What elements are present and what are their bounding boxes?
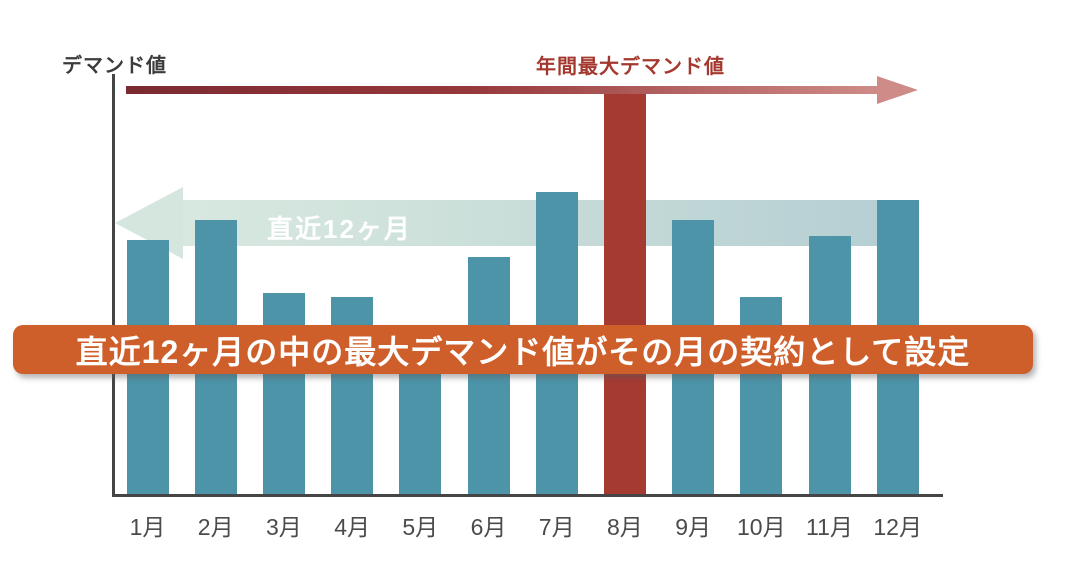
x-tick-label-8月: 8月 <box>606 514 643 540</box>
y-axis-line <box>112 74 115 497</box>
annual-max-label: 年間最大デマンド値 <box>536 56 725 78</box>
x-tick-label-12月: 12月 <box>873 514 922 540</box>
x-tick-label-3月: 3月 <box>265 514 302 540</box>
bar-3月 <box>262 293 305 495</box>
x-tick-label-4月: 4月 <box>334 514 370 540</box>
x-tick-label-5月: 5月 <box>402 514 439 540</box>
y-axis-label: デマンド値 <box>62 55 167 77</box>
bar-6月 <box>467 256 510 495</box>
x-axis-line <box>112 494 943 497</box>
recent-12-months-label: 直近12ヶ月 <box>267 214 412 244</box>
bar-8月 <box>603 91 646 495</box>
x-tick-label-6月: 6月 <box>470 514 507 540</box>
x-tick-label-1月: 1月 <box>129 514 166 540</box>
annotation-banner: 直近12ヶ月の中の最大デマンド値がその月の契約として設定 <box>13 325 1033 374</box>
x-tick-label-11月: 11月 <box>806 514 853 540</box>
x-tick-label-10月: 10月 <box>737 514 786 540</box>
annual-max-arrowhead-icon <box>877 76 918 104</box>
x-tick-label-2月: 2月 <box>197 514 234 540</box>
annual-max-arrow <box>126 86 882 94</box>
annotation-banner-text: 直近12ヶ月の中の最大デマンド値がその月の契約として設定 <box>75 333 971 370</box>
x-tick-label-9月: 9月 <box>675 514 711 540</box>
x-tick-label-7月: 7月 <box>538 514 575 540</box>
